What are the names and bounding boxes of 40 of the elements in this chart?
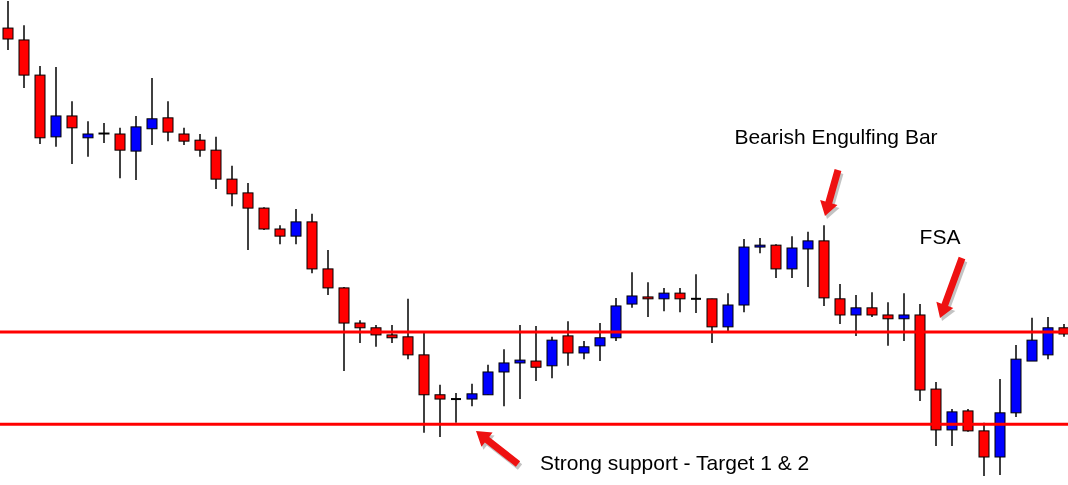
candlestick xyxy=(674,287,686,313)
candlestick xyxy=(162,100,174,142)
candlestick xyxy=(258,206,270,231)
candlestick xyxy=(194,133,206,158)
candlestick xyxy=(290,208,302,245)
candlestick xyxy=(322,249,334,296)
candlestick xyxy=(626,271,638,309)
candlestick xyxy=(690,273,702,314)
candlestick xyxy=(226,165,238,207)
candlestick xyxy=(274,224,286,245)
candlestick xyxy=(66,100,78,165)
candlestick xyxy=(770,243,782,279)
candlestick xyxy=(866,291,878,318)
candlestick xyxy=(786,235,798,279)
candlestick xyxy=(146,77,158,146)
candlestick xyxy=(578,340,590,360)
candlestick xyxy=(594,322,606,362)
candlestick xyxy=(498,348,510,407)
candlestick xyxy=(98,122,110,144)
annotation: FSA xyxy=(919,225,961,248)
candlestick xyxy=(2,0,14,51)
candlestick xyxy=(450,392,462,424)
candlestick xyxy=(642,281,654,318)
candlestick xyxy=(802,231,814,288)
candlestick xyxy=(850,294,862,337)
candlestick xyxy=(1026,317,1038,362)
candlestick xyxy=(834,283,846,325)
candlestick xyxy=(898,292,910,342)
candlestick xyxy=(114,127,126,179)
candlestick xyxy=(82,120,94,158)
candlestick xyxy=(242,182,254,251)
candlestick xyxy=(514,324,526,400)
candlestick xyxy=(482,364,494,396)
candlestick xyxy=(722,292,734,334)
candlestick xyxy=(754,237,766,254)
candlestick xyxy=(466,383,478,407)
candlestick xyxy=(50,66,62,148)
annotation: Bearish Engulfing Bar xyxy=(734,125,938,148)
candlestick xyxy=(658,287,670,312)
annotation: Strong support - Target 1 & 2 xyxy=(540,451,810,474)
